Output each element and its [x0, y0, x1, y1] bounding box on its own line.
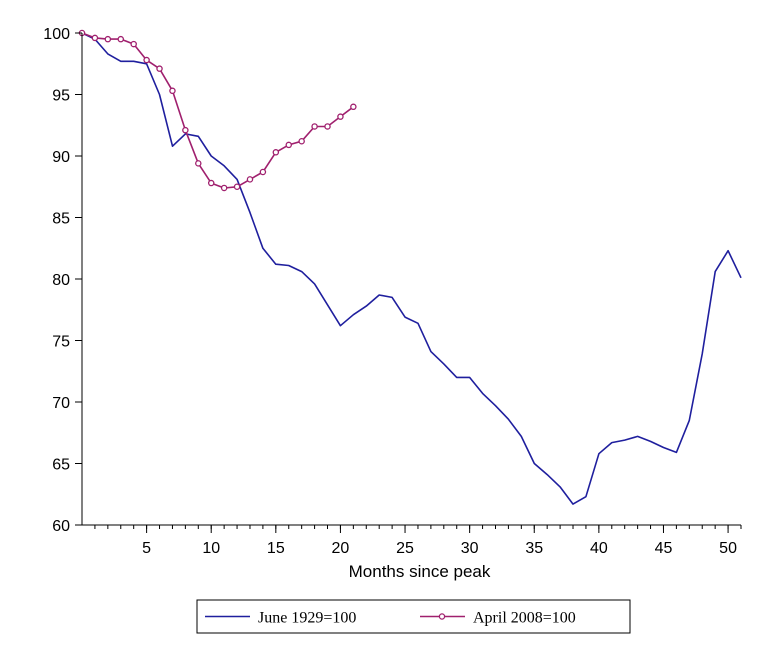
data-point	[182, 126, 189, 134]
x-axis-title: Months since peak	[349, 562, 491, 581]
y-ticks: 60 65 70 75 80 85 90 95 100	[43, 26, 82, 535]
data-point	[298, 137, 305, 145]
y-tick-label: 65	[52, 457, 70, 474]
data-point	[259, 168, 267, 176]
x-tick-label: 20	[332, 540, 350, 557]
y-tick-label: 85	[52, 211, 70, 228]
x-tick-label: 50	[719, 540, 737, 557]
x-tick-label: 5	[142, 540, 151, 557]
legend: June 1929=100 April 2008=100	[196, 599, 631, 634]
plot-area	[78, 29, 742, 505]
series-2	[78, 29, 357, 192]
y-tick-label: 100	[43, 26, 70, 43]
series-line	[81, 32, 354, 189]
data-point	[272, 149, 280, 156]
data-point	[143, 56, 150, 64]
x-ticks: 5 10 15 20 25 30 35 40 45 50	[94, 525, 742, 557]
y-tick-label: 95	[52, 88, 70, 105]
data-point	[350, 103, 357, 111]
y-tick-label: 80	[52, 272, 70, 289]
y-tick-label: 90	[52, 149, 70, 166]
data-point	[233, 183, 241, 190]
data-point	[285, 141, 292, 149]
data-point	[195, 160, 202, 167]
x-tick-label: 10	[202, 540, 220, 557]
data-point	[311, 123, 318, 130]
legend-item: June 1929=100	[205, 610, 356, 627]
legend-item: April 2008=100	[420, 610, 576, 627]
data-point	[169, 87, 176, 95]
legend-box	[196, 599, 631, 634]
data-point	[246, 176, 254, 183]
legend-label: June 1929=100	[258, 610, 356, 627]
series-1	[81, 32, 742, 505]
data-point	[220, 184, 228, 192]
x-tick-label: 15	[267, 540, 285, 557]
data-point	[91, 34, 99, 42]
y-tick-label: 75	[52, 334, 70, 351]
y-tick-label: 60	[52, 518, 70, 535]
data-point	[156, 65, 163, 72]
data-point	[130, 40, 137, 48]
legend-label: April 2008=100	[473, 610, 576, 627]
data-point	[117, 35, 125, 43]
series-line	[81, 32, 742, 505]
data-point	[104, 35, 112, 43]
x-tick-label: 30	[461, 540, 479, 557]
x-tick-label: 45	[655, 540, 673, 557]
legend-marker	[438, 613, 446, 620]
data-point	[337, 113, 344, 120]
data-point	[207, 179, 215, 187]
x-tick-label: 40	[590, 540, 608, 557]
x-tick-label: 25	[396, 540, 414, 557]
x-tick-label: 35	[525, 540, 543, 557]
data-point	[324, 123, 331, 130]
y-tick-label: 70	[52, 395, 70, 412]
